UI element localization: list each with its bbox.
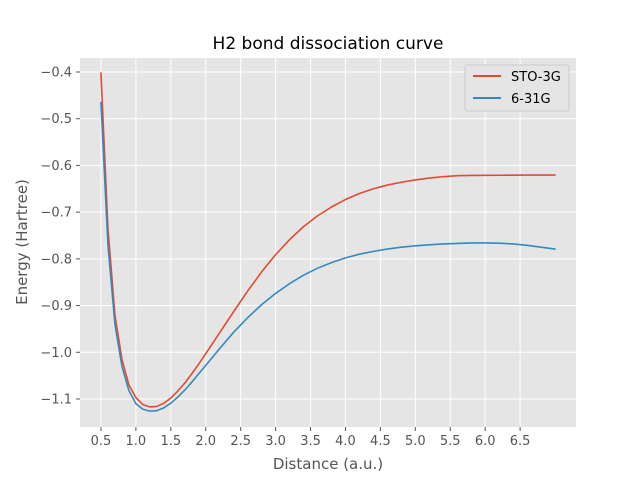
x-tick-label: 0.5 — [91, 434, 112, 449]
y-tick-label: −0.7 — [40, 206, 72, 221]
x-tick-label: 1.0 — [126, 434, 147, 449]
y-tick-label: −0.9 — [40, 299, 72, 314]
series-lines — [100, 72, 556, 412]
chart-title: H2 bond dissociation curve — [213, 34, 444, 54]
y-tick-label: −0.4 — [40, 66, 72, 81]
x-tick-label: 3.5 — [300, 434, 321, 449]
x-tick-label: 5.0 — [405, 434, 426, 449]
y-tick-label: −0.5 — [40, 112, 72, 127]
legend: STO-3G 6-31G — [464, 64, 570, 112]
series-line-6-31g — [100, 101, 556, 412]
legend-label-sto-3g: STO-3G — [511, 70, 561, 85]
series-line-sto-3g — [100, 72, 556, 408]
x-tick-label: 5.5 — [440, 434, 461, 449]
legend-label-6-31g: 6-31G — [511, 92, 551, 107]
grid-lines — [80, 58, 576, 427]
x-tick-label: 6.5 — [510, 434, 531, 449]
y-tick-label: −1.0 — [40, 346, 72, 361]
y-axis-ticks: −0.4 −0.5 −0.6 −0.7 −0.8 −0.9 −1.0 −1.1 — [40, 66, 80, 407]
x-tick-label: 2.5 — [230, 434, 251, 449]
x-axis-label: Distance (a.u.) — [273, 455, 383, 473]
y-axis-label: Energy (Hartree) — [13, 179, 31, 305]
x-tick-label: 2.0 — [195, 434, 216, 449]
y-tick-label: −0.6 — [40, 159, 72, 174]
x-tick-label: 3.0 — [265, 434, 286, 449]
x-tick-label: 1.5 — [160, 434, 181, 449]
x-axis-ticks: 0.5 1.0 1.5 2.0 2.5 3.0 3.5 4.0 4.5 5.0 5.5 6.0 6.5 — [91, 427, 531, 449]
y-tick-label: −1.1 — [40, 392, 72, 407]
x-tick-label: 6.0 — [475, 434, 496, 449]
x-tick-label: 4.0 — [335, 434, 356, 449]
y-tick-label: −0.8 — [40, 252, 72, 267]
plot-area — [80, 58, 576, 427]
x-tick-label: 4.5 — [370, 434, 391, 449]
